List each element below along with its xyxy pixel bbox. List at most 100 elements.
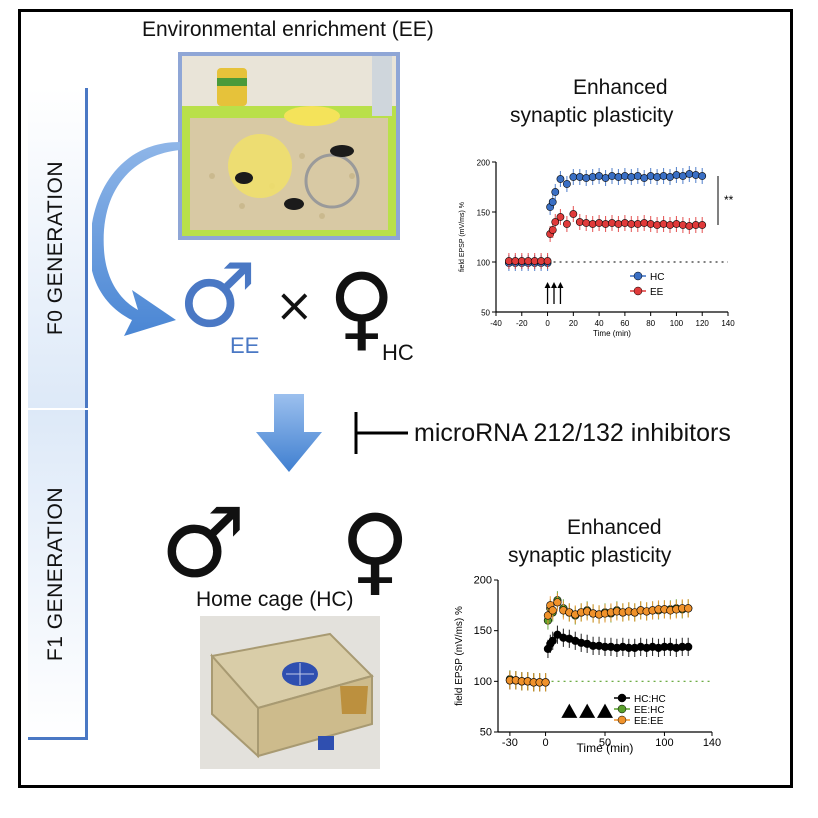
data-point	[511, 257, 520, 265]
data-point	[543, 257, 552, 265]
x-tick-label: 0	[542, 737, 548, 749]
x-tick-label: 140	[721, 319, 735, 328]
x-tick-label: 0	[545, 319, 550, 328]
y-tick-label: 150	[477, 209, 491, 218]
data-point	[659, 220, 668, 228]
ee-photo-title: Environmental enrichment (EE)	[142, 18, 434, 41]
data-point	[646, 220, 655, 228]
legend-marker	[633, 271, 643, 281]
legend-marker	[617, 693, 627, 703]
data-point	[691, 221, 700, 229]
inhibition-icon	[354, 412, 408, 454]
x-tick-label: 100	[655, 737, 673, 749]
legend-label: EE:EE	[634, 716, 664, 727]
data-point	[620, 172, 629, 180]
inhibitor-label: microRNA 212/132 inhibitors	[414, 419, 731, 447]
x-tick-label: 100	[670, 319, 684, 328]
chart-f0-plasticity: 50 100 150 200 -40 -20 0 20 40 60 80 100 120 140 Time …	[459, 159, 735, 339]
y-tick-label: 200	[477, 159, 491, 168]
data-point	[588, 220, 597, 228]
data-point	[633, 220, 642, 228]
data-point	[691, 171, 700, 179]
data-point	[666, 221, 674, 229]
stimulation-arrow-head	[551, 282, 557, 288]
x-tick-label: 140	[703, 737, 721, 749]
data-point	[517, 257, 526, 265]
data-point	[562, 180, 571, 188]
legend-marker	[617, 704, 627, 714]
data-point	[627, 173, 636, 181]
data-point	[627, 220, 636, 228]
male-symbol-f1: ♂	[160, 487, 247, 599]
data-point	[640, 174, 649, 182]
data-point	[672, 220, 681, 228]
curved-arrow-icon	[92, 142, 180, 336]
f1-generation-label: F1 GENERATION	[44, 486, 68, 661]
hc-cage-photo	[200, 616, 380, 769]
f1-generation-bar: F1 GENERATION	[28, 410, 88, 740]
data-point	[672, 171, 681, 179]
data-point	[698, 172, 707, 180]
x-tick-label: 40	[595, 319, 604, 328]
data-point	[556, 213, 565, 221]
data-point	[608, 172, 616, 180]
legend-label: EE	[650, 287, 664, 298]
data-point	[551, 218, 560, 226]
data-point	[684, 604, 693, 613]
data-point	[575, 218, 584, 226]
y-axis-label: field EPSP (mV/ms) %	[454, 606, 465, 706]
data-point	[633, 172, 642, 180]
stimulation-arrow-icon	[579, 703, 596, 718]
female-hc-label: HC	[382, 340, 414, 365]
data-point	[548, 226, 557, 234]
y-tick-label: 100	[474, 676, 492, 688]
x-tick-label: -40	[490, 319, 502, 328]
stimulation-arrow-head	[557, 282, 564, 288]
data-point	[569, 173, 578, 181]
y-tick-label: 200	[474, 575, 492, 587]
data-point	[548, 198, 557, 206]
significance-label: **	[724, 193, 734, 207]
data-point	[653, 173, 662, 181]
data-point	[614, 220, 623, 228]
legend-label: EE:HC	[634, 705, 665, 716]
plot1-title-line1: Enhanced	[573, 76, 668, 99]
figure-frame	[18, 9, 793, 788]
data-point	[685, 222, 694, 230]
y-tick-label: 50	[480, 727, 492, 739]
data-point	[684, 642, 693, 651]
data-point	[678, 221, 687, 229]
data-point	[537, 257, 546, 265]
data-point	[541, 678, 550, 687]
data-point	[548, 636, 557, 645]
data-point	[646, 172, 655, 180]
data-point	[504, 257, 513, 265]
data-point	[620, 219, 629, 227]
data-point	[595, 172, 604, 180]
y-tick-label: 100	[477, 259, 491, 268]
y-axis-label: field EPSP (mV/ms) %	[459, 202, 466, 272]
data-point	[562, 220, 571, 228]
plot1-title-line2: synaptic plasticity	[510, 104, 674, 127]
data-point	[614, 173, 623, 181]
stimulation-arrow-icon	[561, 703, 578, 718]
data-point	[698, 221, 707, 229]
x-tick-label: 50	[599, 737, 611, 749]
male-symbol-ee: ♂	[178, 244, 257, 347]
ee-cage-photo	[178, 52, 400, 240]
data-point	[569, 210, 578, 218]
y-tick-label: 50	[481, 309, 490, 318]
data-point	[582, 219, 591, 227]
x-axis-label: Time (min)	[577, 741, 634, 755]
data-point	[608, 219, 616, 227]
cross-times-symbol: ×	[275, 278, 314, 332]
x-tick-label: 120	[696, 319, 710, 328]
data-point	[666, 173, 674, 181]
male-ee-label: EE	[230, 333, 260, 358]
plot2-title-line1: Enhanced	[567, 516, 662, 539]
x-tick-label: -20	[516, 319, 528, 328]
x-tick-label: 60	[620, 319, 629, 328]
data-point	[659, 172, 668, 180]
data-point	[575, 173, 584, 181]
data-point	[551, 188, 560, 196]
